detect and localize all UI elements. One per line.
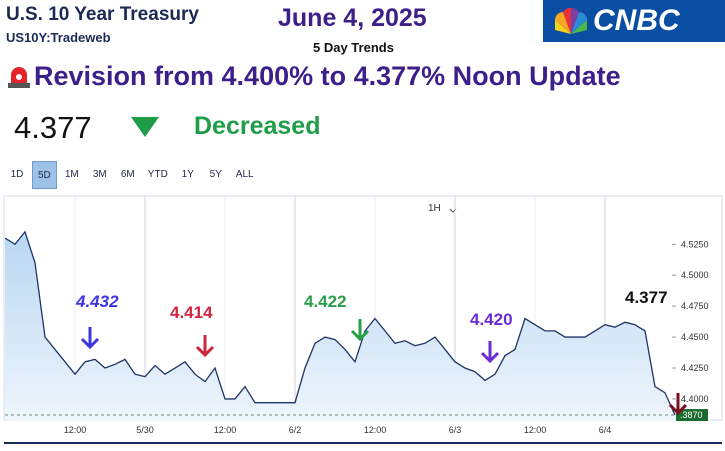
status: Decreased: [194, 112, 321, 140]
range-button[interactable]: YTD: [147, 169, 168, 180]
annotation: 4.432: [75, 292, 119, 311]
range-buttons: 1D 5D 1M 3M 6M YTD 1Y 5Y ALL: [4, 161, 259, 189]
interval[interactable]: 1H: [428, 203, 441, 214]
annotation-arrow: [195, 335, 215, 358]
price-tag: [676, 409, 708, 422]
subtitle: 5 Day Trends: [313, 40, 394, 55]
x-tick-label: 12:00: [214, 425, 237, 435]
x-tick-label: 12:00: [364, 425, 387, 435]
range-button[interactable]: 3M: [92, 169, 107, 180]
range-button[interactable]: 5Y: [209, 169, 222, 180]
down-arrow: [131, 117, 159, 137]
range-button[interactable]: ALL: [235, 169, 254, 180]
y-tick-label: 4.4000: [681, 394, 709, 404]
line: [4, 230, 676, 416]
logo: CNBC: [593, 4, 680, 37]
x-tick-label: 6/3: [449, 425, 462, 435]
annotation-arrow: [668, 393, 688, 416]
price-tag-label: .3870: [680, 410, 703, 420]
range-button[interactable]: 5D: [32, 161, 57, 189]
symbol: US10Y:Tradeweb: [6, 30, 111, 45]
price: 4.377: [14, 110, 92, 145]
y-tick-label: 4.5250: [681, 239, 709, 249]
annotation-arrow: [350, 319, 370, 342]
x-tick-label: 6/4: [599, 425, 612, 435]
annotation: 4.420: [470, 310, 513, 329]
siren-icon: [8, 67, 30, 88]
annotation: 4.377: [625, 288, 668, 307]
annotation-arrow: [80, 327, 100, 350]
date: June 4, 2025: [278, 4, 427, 32]
x-tick-label: 12:00: [64, 425, 87, 435]
x-tick-label: 12:00: [524, 425, 547, 435]
y-tick-label: 4.4250: [681, 363, 709, 373]
logo-box: CNBC: [543, 0, 725, 42]
annotation: 4.414: [170, 303, 213, 322]
chart: 1H 12:00 5/30 12:00 6/2 12:00 6/3 12:00 6/4 4.40…: [3, 195, 723, 444]
range-button[interactable]: 1D: [10, 169, 24, 180]
headline: Revision from 4.400% to 4.377% Noon Upda…: [34, 61, 621, 91]
x-tick-label: 6/2: [289, 425, 302, 435]
title: U.S. 10 Year Treasury: [6, 4, 199, 25]
range-button[interactable]: 1Y: [181, 169, 194, 180]
area: [5, 231, 675, 420]
annotation: 4.422: [304, 292, 347, 311]
range-button[interactable]: 1M: [64, 169, 79, 180]
annotation-arrow: [480, 341, 500, 364]
y-tick-label: 4.4750: [681, 301, 709, 311]
x-tick-label: 5/30: [136, 425, 154, 435]
range-button[interactable]: 6M: [120, 169, 135, 180]
y-tick-label: 4.4500: [681, 332, 709, 342]
peacock-icon: [555, 7, 587, 35]
y-tick-label: 4.5000: [681, 270, 709, 280]
